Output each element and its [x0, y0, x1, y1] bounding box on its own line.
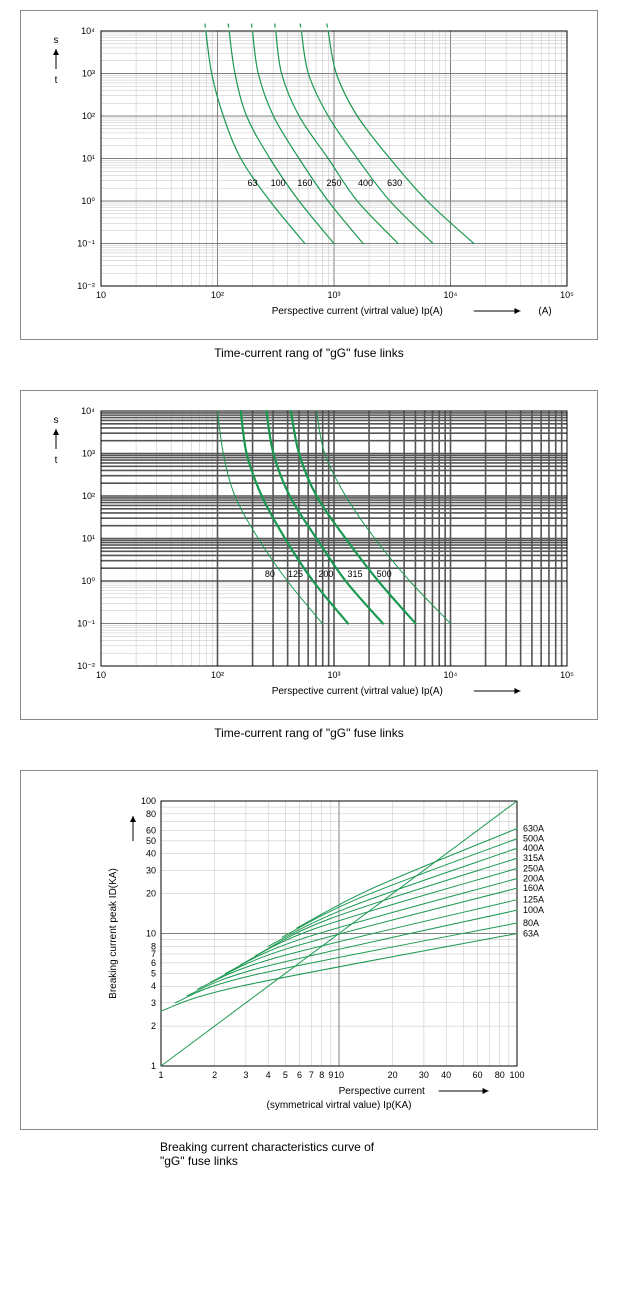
- svg-text:7: 7: [309, 1070, 314, 1080]
- svg-text:10⁴: 10⁴: [81, 406, 95, 416]
- chart2-svg: 10⁻² 10⁻¹ 10⁰ 10¹ 10² 10³ 10⁴ 10 10² 10³ 10⁴ 10⁵ s t P…: [31, 401, 587, 711]
- svg-text:6: 6: [297, 1070, 302, 1080]
- svg-text:630: 630: [387, 178, 402, 188]
- svg-text:60: 60: [146, 825, 156, 835]
- svg-text:10⁴: 10⁴: [444, 670, 458, 680]
- svg-text:60: 60: [473, 1070, 483, 1080]
- svg-text:t: t: [55, 75, 58, 86]
- svg-text:10⁴: 10⁴: [444, 290, 458, 300]
- svg-text:Perspective current: Perspective current: [339, 1086, 425, 1097]
- svg-text:4: 4: [266, 1070, 271, 1080]
- svg-text:200A: 200A: [523, 874, 544, 884]
- svg-text:1: 1: [151, 1061, 156, 1071]
- chart1-panel: 10⁻² 10⁻¹ 10⁰ 10¹ 10² 10³ 10⁴ 10 10² 10³ 10⁴ 10⁵ s t P…: [20, 10, 598, 340]
- chart3-svg: 1234567810203040506080100123456789102030…: [31, 781, 587, 1121]
- chart1-svg: 10⁻² 10⁻¹ 10⁰ 10¹ 10² 10³ 10⁴ 10 10² 10³ 10⁴ 10⁵ s t P…: [31, 21, 587, 331]
- svg-text:500A: 500A: [523, 834, 544, 844]
- svg-text:3: 3: [151, 998, 156, 1008]
- svg-text:40: 40: [146, 849, 156, 859]
- svg-text:2: 2: [212, 1070, 217, 1080]
- svg-text:10⁻¹: 10⁻¹: [77, 239, 95, 249]
- svg-text:3: 3: [243, 1070, 248, 1080]
- svg-text:10⁻²: 10⁻²: [77, 661, 95, 671]
- svg-text:10: 10: [146, 929, 156, 939]
- svg-text:160A: 160A: [523, 883, 544, 893]
- svg-text:10⁻¹: 10⁻¹: [77, 619, 95, 629]
- svg-text:5: 5: [283, 1070, 288, 1080]
- svg-text:10⁰: 10⁰: [81, 576, 95, 586]
- chart2-panel: 10⁻² 10⁻¹ 10⁰ 10¹ 10² 10³ 10⁴ 10 10² 10³ 10⁴ 10⁵ s t P…: [20, 390, 598, 720]
- svg-text:10³: 10³: [327, 670, 340, 680]
- svg-text:10⁴: 10⁴: [81, 26, 95, 36]
- svg-text:9: 9: [328, 1070, 333, 1080]
- svg-text:40: 40: [441, 1070, 451, 1080]
- page: 10⁻² 10⁻¹ 10⁰ 10¹ 10² 10³ 10⁴ 10 10² 10³ 10⁴ 10⁵ s t P…: [0, 0, 618, 1238]
- svg-text:200: 200: [318, 569, 333, 579]
- svg-text:250A: 250A: [523, 863, 544, 873]
- svg-text:63A: 63A: [523, 929, 539, 939]
- svg-text:80: 80: [495, 1070, 505, 1080]
- svg-text:125: 125: [288, 569, 303, 579]
- svg-text:400: 400: [358, 178, 373, 188]
- svg-text:250: 250: [326, 178, 341, 188]
- svg-text:s: s: [54, 415, 59, 426]
- svg-text:8: 8: [319, 1070, 324, 1080]
- svg-text:(symmetrical virtral value) Ip: (symmetrical virtral value) Ip(KA): [266, 1100, 411, 1111]
- chart1-caption: Time-current rang of "gG" fuse links: [20, 346, 598, 360]
- svg-text:10⁰: 10⁰: [81, 196, 95, 206]
- svg-text:100: 100: [509, 1070, 524, 1080]
- svg-text:315A: 315A: [523, 853, 544, 863]
- svg-text:125A: 125A: [523, 895, 544, 905]
- svg-text:Perspective current (virtral v: Perspective current (virtral value) Ip(A…: [272, 306, 443, 317]
- svg-text:400A: 400A: [523, 843, 544, 853]
- svg-text:Perspective current (virtral v: Perspective current (virtral value) Ip(A…: [272, 686, 443, 697]
- svg-text:30: 30: [419, 1070, 429, 1080]
- chart3-panel: 1234567810203040506080100123456789102030…: [20, 770, 598, 1130]
- svg-text:s: s: [54, 35, 59, 46]
- svg-text:100: 100: [271, 178, 286, 188]
- svg-text:315: 315: [347, 569, 362, 579]
- svg-text:10: 10: [96, 290, 106, 300]
- chart2-caption: Time-current rang of "gG" fuse links: [20, 726, 598, 740]
- svg-text:100: 100: [141, 796, 156, 806]
- svg-text:63: 63: [247, 178, 257, 188]
- svg-text:10²: 10²: [82, 111, 95, 121]
- svg-text:100A: 100A: [523, 905, 544, 915]
- svg-text:50: 50: [146, 836, 156, 846]
- svg-text:10¹: 10¹: [82, 154, 95, 164]
- svg-text:10⁵: 10⁵: [560, 670, 574, 680]
- svg-text:30: 30: [146, 865, 156, 875]
- svg-text:10²: 10²: [211, 670, 224, 680]
- svg-text:20: 20: [146, 889, 156, 899]
- svg-text:10⁵: 10⁵: [560, 290, 574, 300]
- svg-text:80: 80: [265, 569, 275, 579]
- svg-text:10: 10: [334, 1070, 344, 1080]
- svg-text:1: 1: [158, 1070, 163, 1080]
- svg-text:2: 2: [151, 1021, 156, 1031]
- svg-text:160: 160: [297, 178, 312, 188]
- svg-text:4: 4: [151, 981, 156, 991]
- svg-text:500: 500: [377, 569, 392, 579]
- svg-text:10³: 10³: [82, 69, 95, 79]
- svg-text:6: 6: [151, 958, 156, 968]
- svg-text:t: t: [55, 455, 58, 466]
- svg-text:10⁻²: 10⁻²: [77, 281, 95, 291]
- chart3-caption-line1: Breaking current characteristics curve o…: [160, 1140, 374, 1154]
- chart3-caption: Breaking current characteristics curve o…: [20, 1140, 598, 1168]
- svg-text:10¹: 10¹: [82, 534, 95, 544]
- svg-text:Breaking current peak ID(KA): Breaking current peak ID(KA): [108, 868, 119, 999]
- svg-text:10³: 10³: [82, 449, 95, 459]
- svg-text:10²: 10²: [211, 290, 224, 300]
- svg-text:10³: 10³: [327, 290, 340, 300]
- svg-text:10²: 10²: [82, 491, 95, 501]
- svg-text:630A: 630A: [523, 824, 544, 834]
- svg-text:10: 10: [96, 670, 106, 680]
- svg-text:80A: 80A: [523, 918, 539, 928]
- svg-text:(A): (A): [538, 306, 551, 317]
- svg-text:8: 8: [151, 941, 156, 951]
- svg-text:5: 5: [151, 968, 156, 978]
- svg-text:80: 80: [146, 809, 156, 819]
- chart3-caption-line2: "gG" fuse links: [160, 1154, 238, 1168]
- svg-text:20: 20: [388, 1070, 398, 1080]
